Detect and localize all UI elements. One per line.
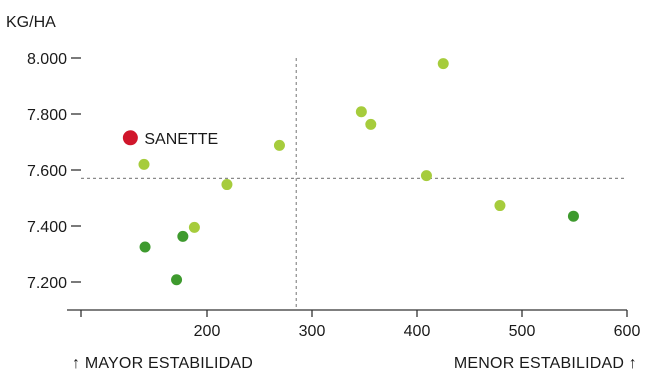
x-tick-label: 200	[194, 323, 221, 340]
data-point	[188, 221, 200, 233]
data-point	[420, 170, 432, 182]
data-point	[437, 58, 449, 70]
data-point	[494, 200, 506, 212]
y-tick-label: 7.400	[27, 219, 67, 236]
footer-left-label: ↑ MAYOR ESTABILIDAD	[72, 355, 254, 372]
y-axis-title: KG/HA	[6, 14, 56, 31]
x-tick-label: 600	[614, 323, 641, 340]
annotations: SANETTE	[144, 131, 218, 148]
scatter-chart: KG/HA 7.200 7.400 7.600 7.800 8.000 200 300 40…	[6, 14, 641, 340]
x-tick-label: 400	[404, 323, 431, 340]
y-tick-label: 7.600	[27, 163, 67, 180]
axes	[67, 57, 628, 317]
data-point	[171, 274, 183, 286]
footer-right-label: MENOR ESTABILIDAD ↑	[453, 355, 637, 372]
data-point	[138, 158, 150, 170]
data-points	[122, 58, 579, 286]
highlight-point	[122, 130, 138, 146]
point-annotation: SANETTE	[144, 131, 218, 148]
y-tick-label: 7.800	[27, 107, 67, 124]
data-point	[177, 230, 189, 242]
x-tick-label: 300	[299, 323, 326, 340]
reference-lines	[81, 58, 627, 310]
data-point	[221, 179, 233, 191]
x-tick-label: 500	[509, 323, 536, 340]
y-tick-labels: 7.200 7.400 7.600 7.800 8.000	[27, 51, 67, 292]
data-point	[365, 118, 377, 130]
data-point	[273, 139, 285, 151]
data-point	[355, 106, 367, 118]
y-tick-label: 7.200	[27, 275, 67, 292]
x-tick-labels: 200 300 400 500 600	[194, 323, 641, 340]
data-point	[567, 210, 579, 222]
data-point	[139, 241, 151, 253]
y-tick-label: 8.000	[27, 51, 67, 68]
